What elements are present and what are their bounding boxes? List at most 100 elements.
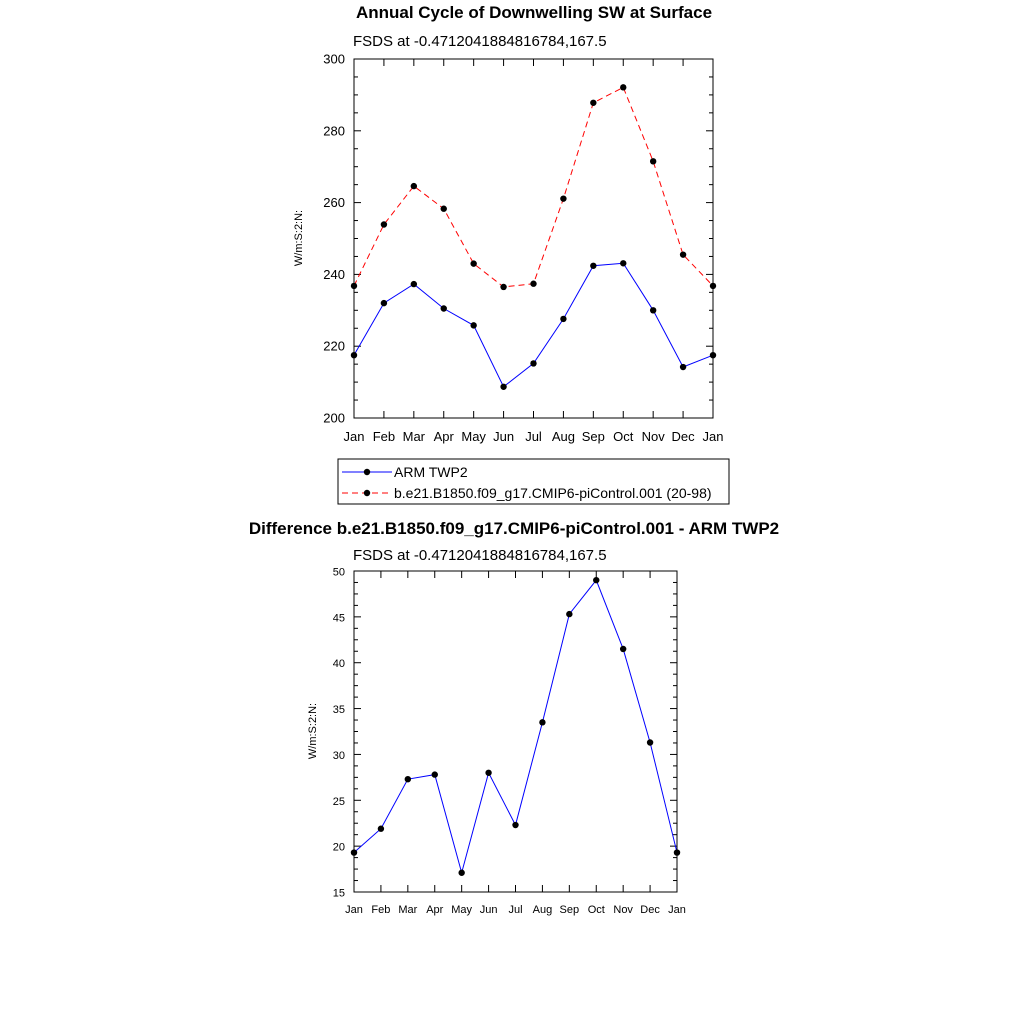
- data-point: [500, 383, 507, 390]
- data-point: [679, 363, 687, 371]
- y-tick-label: 20: [333, 842, 345, 854]
- x-tick-label: Oct: [588, 904, 605, 916]
- y-tick-label: 45: [333, 612, 345, 624]
- x-tick-label: Apr: [426, 904, 443, 916]
- legend-label-arm: ARM TWP2: [394, 464, 468, 480]
- x-tick-label: Apr: [434, 429, 455, 444]
- y-tick-label: 50: [333, 567, 345, 579]
- chart-subtitle: FSDS at -0.4712041884816784,167.5: [353, 33, 607, 50]
- x-tick-label: Jan: [345, 904, 363, 916]
- legend-marker-model: [363, 489, 371, 497]
- annual-cycle-chart: Annual Cycle of Downwelling SW at Surfac…: [293, 3, 730, 505]
- y-tick-label: 280: [323, 123, 345, 138]
- plot-area: 200 220 240 260 280 300 Jan Feb Mar Apr May Jun Jul A…: [323, 52, 723, 445]
- x-tick-label: Nov: [613, 904, 633, 916]
- y-axis-label: W/m:S:2:N:: [293, 210, 305, 266]
- data-point: [410, 280, 418, 288]
- chart-title: Annual Cycle of Downwelling SW at Surfac…: [356, 3, 712, 22]
- y-tick-label: 260: [323, 195, 345, 210]
- data-point: [709, 282, 717, 290]
- y-tick-label: 240: [323, 267, 345, 282]
- data-point: [566, 610, 573, 618]
- data-point: [560, 195, 567, 202]
- data-point: [380, 299, 388, 307]
- legend-box: [337, 458, 730, 505]
- y-tick-label: 25: [333, 796, 345, 808]
- data-point: [485, 769, 492, 776]
- data-point: [350, 282, 358, 290]
- legend-entry-model: b.e21.B1850.f09_g17.CMIP6-piControl.001 …: [342, 485, 712, 501]
- x-tick-label: Jun: [493, 429, 514, 444]
- data-point: [500, 283, 507, 291]
- data-point: [530, 360, 537, 367]
- legend-label-model: b.e21.B1850.f09_g17.CMIP6-piControl.001 …: [394, 485, 712, 501]
- plot-frame: [353, 570, 678, 893]
- chart-title: Difference b.e21.B1850.f09_g17.CMIP6-piC…: [249, 519, 779, 538]
- y-tick-label: 15: [333, 888, 345, 900]
- y-tick-label: 300: [323, 52, 345, 67]
- data-point: [593, 576, 600, 584]
- data-point: [404, 775, 412, 783]
- data-point: [410, 182, 418, 190]
- data-point: [470, 322, 477, 329]
- x-tick-label: Dec: [640, 904, 660, 916]
- x-tick-label: Aug: [533, 904, 553, 916]
- x-tick-label: Sep: [582, 429, 605, 444]
- data-point: [458, 869, 465, 876]
- data-point: [440, 205, 447, 212]
- y-tick-label: 220: [323, 339, 345, 354]
- data-point: [620, 260, 627, 267]
- y-tick-label: 35: [333, 704, 345, 716]
- data-point: [431, 771, 438, 778]
- data-point: [649, 307, 657, 314]
- data-point: [377, 825, 385, 832]
- data-point: [350, 849, 358, 856]
- x-tick-label: Jan: [668, 904, 686, 916]
- x-tick-label: Aug: [552, 429, 575, 444]
- x-tick-label: May: [461, 429, 486, 444]
- x-tick-label: Mar: [403, 429, 426, 444]
- data-point: [560, 315, 567, 323]
- data-point: [590, 262, 597, 269]
- chart-subtitle: FSDS at -0.4712041884816784,167.5: [353, 547, 607, 564]
- y-tick-label: 200: [323, 411, 345, 426]
- data-point: [470, 260, 477, 267]
- x-tick-label: Oct: [613, 429, 634, 444]
- data-point: [530, 280, 537, 287]
- x-tick-label: Sep: [560, 904, 580, 916]
- legend-marker-arm: [363, 468, 371, 476]
- x-tick-label: Mar: [398, 904, 417, 916]
- data-point: [673, 849, 681, 856]
- x-tick-label: Jun: [480, 904, 498, 916]
- y-tick-label: 40: [333, 658, 345, 670]
- data-point: [590, 99, 597, 106]
- x-tick-label: Dec: [672, 429, 696, 444]
- data-point: [350, 351, 358, 359]
- data-point: [646, 739, 654, 746]
- data-point: [709, 351, 717, 359]
- data-point: [380, 221, 388, 228]
- legend-entry-arm: ARM TWP2: [342, 464, 468, 480]
- data-point: [649, 158, 657, 165]
- x-tick-label: Jan: [703, 429, 724, 444]
- y-axis-label: W/m:S:2:N:: [307, 703, 319, 759]
- series-line-1: [353, 86, 714, 288]
- difference-chart: Difference b.e21.B1850.f09_g17.CMIP6-piC…: [249, 519, 779, 916]
- data-point: [440, 305, 447, 312]
- plot-area: 15 20 25 30 35 40 45 50 Jan Feb Mar Apr May Jun Jul Aug…: [333, 567, 686, 917]
- data-point: [539, 719, 546, 726]
- data-point: [620, 84, 627, 91]
- x-tick-label: Feb: [371, 904, 390, 916]
- x-tick-label: May: [451, 904, 472, 916]
- data-point: [679, 251, 687, 258]
- x-tick-label: Nov: [642, 429, 666, 444]
- x-tick-label: Feb: [373, 429, 395, 444]
- series-line-0: [353, 579, 678, 875]
- data-point: [619, 645, 627, 653]
- x-tick-label: Jul: [508, 904, 522, 916]
- y-tick-label: 30: [333, 750, 345, 762]
- x-tick-label: Jul: [525, 429, 542, 444]
- data-point: [512, 821, 519, 829]
- x-tick-label: Jan: [344, 429, 365, 444]
